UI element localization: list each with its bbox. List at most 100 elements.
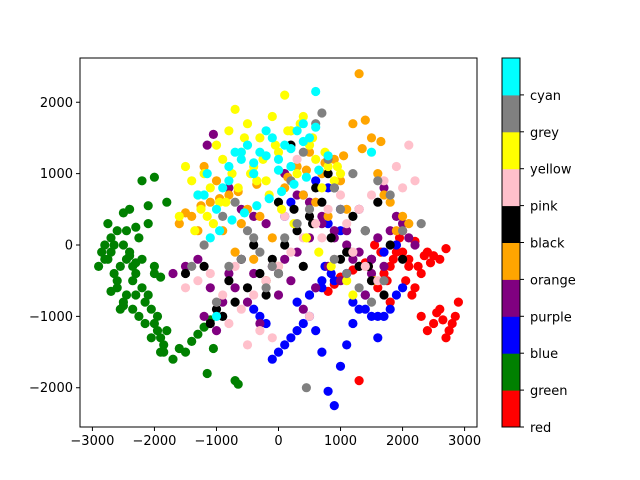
scatter-point-grey [301,383,311,393]
scatter-point-grey [360,226,370,236]
scatter-point-blue [311,176,321,186]
scatter-point-green [202,368,212,379]
scatter-point-black [224,276,234,286]
scatter-point-grey [373,176,383,186]
scatter-point-yellow [348,290,358,300]
scatter-point-cyan [193,190,203,200]
scatter-point-black [304,211,315,221]
scatter-point-green [125,251,135,261]
x-axis-ticks: −3000 −2000 −1000 0 1000 2000 3000 [70,427,481,449]
colorbar-label-orange: orange [530,273,576,288]
scatter-point-yellow [224,126,234,136]
scatter-point-green [131,222,141,232]
scatter-point-grey [385,190,395,200]
scatter-point-green [128,276,138,286]
scatter-point-green [131,290,141,300]
colorbar-label-purple: purple [530,310,572,325]
scatter-point-pink [255,326,265,336]
scatter-point-yellow [261,176,271,186]
colorbar-segment-black [502,205,520,243]
scatter-point-red [413,261,423,271]
scatter-point-cyan [323,151,333,161]
scatter-point-grey [211,297,222,307]
scatter-point-purple [208,129,218,139]
scatter-point-pink [366,190,377,200]
scatter-point-orange [249,254,259,264]
scatter-point-cyan [301,172,311,182]
scatter-point-green [162,197,172,207]
scatter-point-red [425,258,436,268]
scatter-point-green [233,379,243,389]
colorbar-segment-cyan [502,58,520,96]
scatter-point-cyan [286,161,296,172]
scatter-point-yellow [174,211,184,221]
scatter-point-cyan [298,136,308,147]
scatter-point-green [162,326,172,336]
scatter-point-blue [326,268,336,279]
scatter-point-orange [404,219,414,229]
scatter-point-cyan [242,140,253,150]
scatter-point-pink [236,304,246,314]
scatter-point-purple [404,233,414,243]
scatter-point-green [118,240,128,250]
scatter-point-green [118,301,128,311]
scatter-point-black [398,254,408,264]
scatter-point-green [106,233,116,243]
scatter-point-purple [329,226,339,236]
scatter-point-orange [298,190,308,200]
scatter-point-orange [357,144,367,154]
scatter-point-blue [292,297,302,307]
scatter-point-orange [360,115,370,125]
scatter-point-orange [267,233,277,243]
scatter-point-red [385,297,395,307]
scatter-point-grey [298,147,308,157]
scatter-point-yellow [190,226,200,236]
scatter-point-black [289,204,299,214]
x-tick-label: 0 [274,434,282,449]
scatter-point-green [180,347,191,357]
scatter-point-blue [267,354,277,364]
scatter-point-red [398,247,408,257]
scatter-point-cyan [236,154,246,164]
scatter-point-red [438,315,448,325]
scatter-point-pink [354,204,364,214]
scatter-point-pink [348,247,358,257]
scatter-point-pink [311,219,321,229]
scatter-point-purple [342,226,352,236]
scatter-point-red [429,318,439,329]
scatter-point-black [323,169,333,179]
scatter-point-yellow [196,204,206,214]
scatter-point-yellow [317,183,327,193]
scatter-point-green [94,261,104,271]
scatter-point-yellow [205,183,215,193]
scatter-point-orange [230,247,240,257]
scatter-point-green [149,261,159,271]
scatter-point-pink [218,290,228,300]
colorbar-segment-red [502,390,520,428]
scatter-point-yellow [323,161,333,172]
scatter-point-pink [292,154,302,164]
scatter-point-blue [249,304,259,314]
scatter-point-cyan [249,158,259,168]
scatter-point-green [159,340,169,350]
scatter-point-cyan [261,126,271,136]
colorbar-label-grey: grey [530,126,559,141]
scatter-point-green [112,276,122,286]
scatter-point-purple [379,183,389,193]
scatter-point-grey [261,283,271,293]
scatter-point-yellow [277,204,287,214]
scatter-point-grey [242,226,253,236]
scatter-point-grey [273,268,284,279]
scatter-point-red [435,254,445,264]
scatter-point-orange [348,119,358,129]
scatter-point-purple [280,254,290,264]
scatter-point-pink [335,190,346,200]
scatter-point-black [199,261,209,271]
scatter-point-grey [199,240,209,250]
scatter-point-purple [255,318,265,329]
scatter-point-blue [360,304,370,314]
scatter-point-red [354,376,364,386]
scatter-point-green [143,201,153,211]
scatter-point-blue [348,297,358,307]
scatter-point-green [152,311,163,321]
